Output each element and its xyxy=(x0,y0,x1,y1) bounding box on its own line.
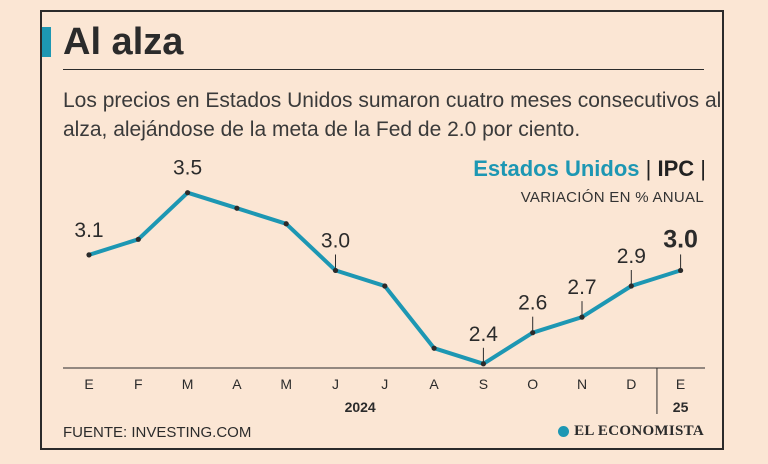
x-tick-label-9: O xyxy=(527,376,538,392)
x-tick-label-2: M xyxy=(182,376,194,392)
logo-text: EL ECONOMISTA xyxy=(574,423,704,439)
data-point-11 xyxy=(628,283,634,289)
data-point-4 xyxy=(283,221,289,227)
publisher-logo: EL ECONOMISTA xyxy=(558,423,704,440)
data-label-3: 2.4 xyxy=(469,323,499,346)
x-tick-label-8: S xyxy=(479,376,488,392)
data-label-6: 2.9 xyxy=(617,245,646,268)
logo-globe-icon xyxy=(558,426,570,437)
units-label: VARIACIÓN EN % ANUAL xyxy=(520,189,704,206)
data-point-10 xyxy=(579,314,585,320)
data-point-6 xyxy=(382,283,388,289)
data-label-4: 2.6 xyxy=(518,292,547,315)
chart-subtitle: Los precios en Estados Unidos sumaron cu… xyxy=(63,89,722,141)
data-point-1 xyxy=(135,236,141,242)
year-label-2025: 25 xyxy=(673,399,689,415)
data-label-7: 3.0 xyxy=(663,225,698,253)
x-tick-label-7: A xyxy=(429,376,439,392)
data-label-2: 3.0 xyxy=(321,229,350,252)
chart-frame xyxy=(40,10,724,450)
x-tick-label-5: J xyxy=(332,376,339,392)
series-country: Estados Unidos xyxy=(473,156,640,181)
data-point-2 xyxy=(185,190,191,196)
x-tick-label-12: E xyxy=(676,376,685,392)
data-point-9 xyxy=(530,330,536,336)
data-point-7 xyxy=(431,345,437,351)
separator-1: | xyxy=(645,156,652,181)
series-label: Estados Unidos | IPC | xyxy=(473,155,706,183)
data-label-0: 3.1 xyxy=(74,219,103,242)
title-divider xyxy=(63,69,704,70)
x-tick-label-1: F xyxy=(134,376,143,392)
separator-2: | xyxy=(700,156,706,181)
x-tick-label-0: E xyxy=(84,376,93,392)
year-label-2024: 2024 xyxy=(345,399,376,415)
data-point-3 xyxy=(234,205,240,211)
data-label-1: 3.5 xyxy=(173,157,202,180)
x-tick-label-3: A xyxy=(232,376,242,392)
x-tick-label-4: M xyxy=(280,376,292,392)
data-point-12 xyxy=(678,267,684,274)
data-point-5 xyxy=(332,267,339,274)
x-tick-label-10: N xyxy=(577,376,587,392)
x-tick-label-6: J xyxy=(381,376,388,392)
source-note: FUENTE: INVESTING.COM xyxy=(63,424,252,441)
page-title: Al alza xyxy=(63,21,184,63)
data-point-0 xyxy=(86,252,92,258)
series-metric: IPC xyxy=(657,156,695,181)
data-label-5: 2.7 xyxy=(567,276,596,299)
data-point-8 xyxy=(480,361,486,367)
x-tick-label-11: D xyxy=(626,376,636,392)
title-accent-bar xyxy=(42,27,51,57)
